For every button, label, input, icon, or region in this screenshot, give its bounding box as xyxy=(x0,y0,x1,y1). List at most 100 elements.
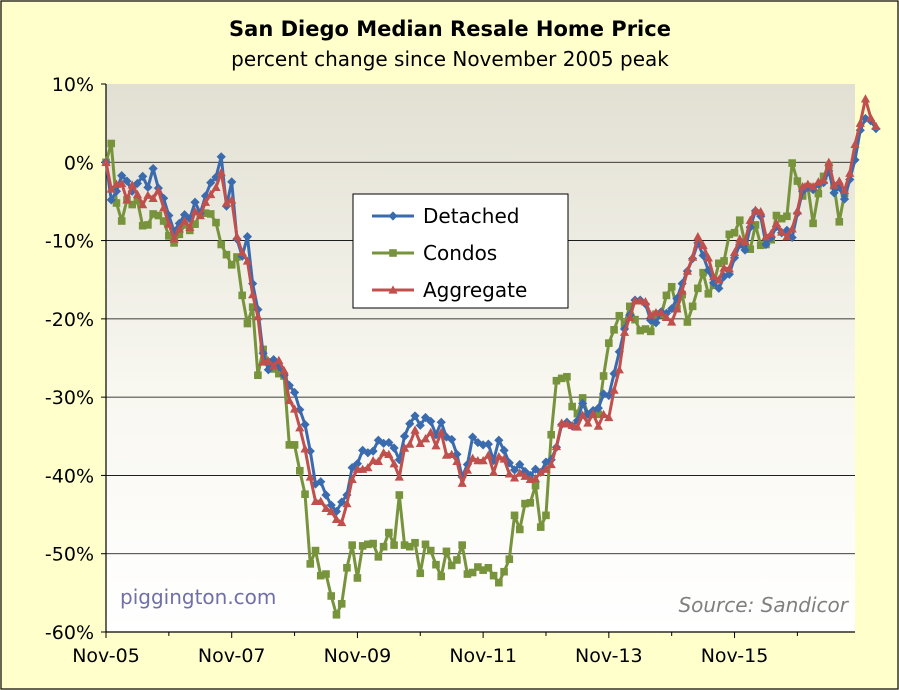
condos-point xyxy=(547,430,556,439)
y-tick-label: 0% xyxy=(64,152,94,174)
detached-point xyxy=(227,177,237,187)
aggregate-point xyxy=(583,418,593,427)
condos-point xyxy=(536,523,545,531)
legend-item-condos: Condos xyxy=(372,241,497,265)
detached-point xyxy=(593,403,603,413)
aggregate-point xyxy=(321,503,331,512)
condos-point xyxy=(437,572,446,581)
condos-point xyxy=(667,282,676,291)
condos-point xyxy=(735,216,744,225)
chart-subtitle: percent change since November 2005 peak xyxy=(231,47,669,71)
aggregate-point xyxy=(159,203,169,212)
aggregate-point xyxy=(106,184,116,193)
condos-point xyxy=(756,241,765,250)
aggregate-point xyxy=(405,439,415,448)
aggregate-point xyxy=(436,427,446,437)
aggregate-point xyxy=(122,195,132,204)
legend-marker xyxy=(388,285,398,294)
condos-point xyxy=(421,540,430,549)
condos-point xyxy=(248,303,257,311)
legend-label-aggregate: Aggregate xyxy=(423,278,527,302)
aggregate-point xyxy=(509,473,520,482)
condos-point xyxy=(154,211,163,220)
condos-point xyxy=(238,291,246,300)
detached-point xyxy=(504,458,514,468)
aggregate-point xyxy=(174,224,184,233)
condos-point xyxy=(379,542,388,551)
condos-point xyxy=(610,326,618,334)
aggregate-point xyxy=(337,517,347,527)
detached-point xyxy=(399,431,410,441)
detached-point xyxy=(106,195,116,205)
condos-point xyxy=(751,221,760,229)
chart-title: San Diego Median Resale Home Price xyxy=(229,17,671,41)
condos-point xyxy=(165,232,173,240)
aggregate-point xyxy=(598,409,609,419)
detached-point xyxy=(122,176,132,186)
aggregate-point xyxy=(546,459,556,469)
detached-point xyxy=(248,279,258,289)
aggregate-point xyxy=(248,289,258,299)
detached-point xyxy=(415,420,425,430)
condos-point xyxy=(369,539,377,548)
aggregate-point xyxy=(221,198,232,207)
aggregate-point xyxy=(415,438,425,448)
condos-point xyxy=(432,560,440,569)
aggregate-point xyxy=(698,240,708,249)
y-tick-label: 10% xyxy=(52,74,94,96)
aggregate-point xyxy=(672,304,682,313)
detached-point xyxy=(714,283,724,293)
condos-point xyxy=(468,568,477,577)
condos-point xyxy=(316,571,325,580)
condos-point xyxy=(295,466,304,475)
aggregate-point xyxy=(536,467,546,476)
aggregate-point xyxy=(803,179,813,188)
condos-point xyxy=(290,441,299,449)
aggregate-point xyxy=(127,180,137,189)
aggregate-point xyxy=(253,311,263,321)
condos-point xyxy=(777,214,786,223)
detached-point xyxy=(494,435,504,445)
aggregate-point xyxy=(604,412,614,422)
aggregate-point xyxy=(284,395,294,404)
aggregate-point xyxy=(148,193,158,202)
condos-point xyxy=(699,268,707,277)
condos-point xyxy=(725,230,734,239)
aggregate-point xyxy=(462,465,473,474)
condos-point xyxy=(217,240,226,249)
aggregate-point xyxy=(782,232,792,241)
detached-point xyxy=(384,437,394,448)
condos-point xyxy=(479,566,487,574)
aggregate-point xyxy=(399,443,410,452)
condos-point xyxy=(180,221,189,229)
condos-point xyxy=(390,541,398,549)
aggregate-point xyxy=(478,455,488,465)
y-tick-label: -30% xyxy=(45,387,94,409)
detached-point xyxy=(447,434,457,445)
condos-point xyxy=(426,546,435,555)
aggregate-point xyxy=(792,206,802,215)
condos-point xyxy=(526,499,535,507)
detached-point xyxy=(316,477,326,487)
detached-point xyxy=(368,446,378,456)
aggregate-point xyxy=(164,219,174,228)
x-tick-label: Nov-15 xyxy=(701,645,769,667)
condos-point xyxy=(227,261,236,269)
condos-point xyxy=(746,245,755,253)
detached-point xyxy=(740,245,750,255)
aggregate-point xyxy=(389,459,399,468)
aggregate-point xyxy=(625,312,635,321)
aggregate-point xyxy=(232,232,242,241)
condos-point xyxy=(144,221,152,229)
detached-point xyxy=(651,318,661,328)
aggregate-point xyxy=(578,410,588,419)
detached-point xyxy=(274,362,284,372)
condos-point xyxy=(212,218,220,227)
aggregate-point xyxy=(756,207,766,216)
condos-point xyxy=(306,560,315,568)
condos-point xyxy=(783,212,791,221)
condos-point xyxy=(573,409,582,418)
condos-point xyxy=(285,441,294,449)
aggregate-point xyxy=(845,168,855,177)
